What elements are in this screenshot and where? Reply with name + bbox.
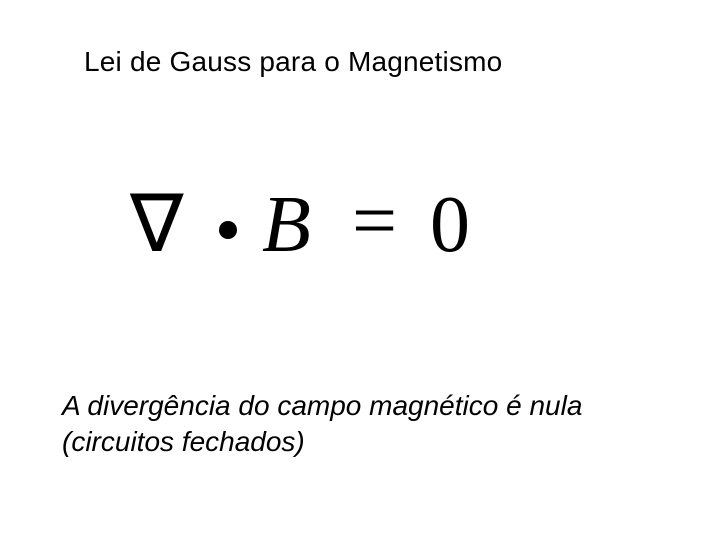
description-line-2: (circuitos fechados): [62, 426, 305, 458]
nabla-symbol: ∇: [130, 185, 184, 265]
dot-operator-icon: [219, 221, 237, 239]
equals-symbol: =: [352, 181, 397, 261]
zero-symbol: 0: [430, 185, 470, 265]
equation: ∇ B = 0: [130, 185, 590, 275]
slide: Lei de Gauss para o Magnetismo ∇ B = 0 A…: [0, 0, 720, 540]
magnetic-field-symbol: B: [262, 185, 311, 265]
slide-title: Lei de Gauss para o Magnetismo: [84, 46, 502, 78]
description-line-1: A divergência do campo magnético é nula: [62, 390, 582, 422]
